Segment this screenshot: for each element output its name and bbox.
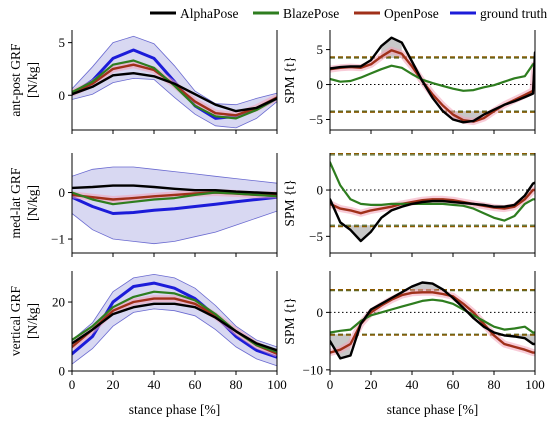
panel-med-lat-grf: −1 0 med-lat GRF [N/kg]: [8, 153, 278, 257]
y-axis-label: SPM {t}: [282, 179, 297, 226]
axes-frame: [329, 30, 536, 131]
plot-area: [330, 153, 535, 243]
x-tick-label: 100: [525, 377, 545, 392]
plot-area: [72, 166, 277, 245]
axes-frame: [329, 153, 536, 254]
y-tick-label: −5: [309, 229, 323, 244]
series-line-openpose: [330, 188, 535, 215]
y-axis-label: ant-post GRF: [8, 43, 23, 117]
series-line-ground-truth: [72, 195, 277, 215]
y-axis-label: [N/kg]: [25, 303, 40, 339]
y-tick-label: 20: [52, 295, 65, 310]
plot-area: [72, 273, 277, 367]
x-tick-label: 60: [447, 377, 460, 392]
legend-label-ground-truth: ground truth: [480, 6, 547, 21]
legend-label-blazepose: BlazePose: [283, 6, 339, 21]
legend-label-alphapose: AlphaPose: [180, 6, 239, 21]
y-tick-label: 0: [317, 305, 324, 320]
series-line-openpose: [330, 49, 535, 123]
legend-label-openpose: OpenPose: [384, 6, 439, 21]
x-tick-label: 0: [69, 377, 76, 392]
series-line-alphapose: [72, 302, 277, 352]
x-tick-label: 80: [230, 377, 243, 392]
panel-ant-post-spm: −5 0 5 SPM {t}: [282, 30, 536, 134]
x-tick-label: 20: [107, 377, 120, 392]
x-tick-label: 40: [406, 377, 419, 392]
series-line-blazepose: [72, 191, 277, 206]
series-line-blazepose: [330, 62, 535, 92]
ground-truth-band: [72, 166, 277, 245]
y-axis-label: med-lat GRF: [8, 167, 23, 238]
significance-fill: [350, 225, 371, 241]
axes-frame: [71, 153, 278, 254]
y-tick-label: 0: [59, 364, 66, 379]
y-tick-label: 0: [59, 88, 66, 103]
y-tick-label: 5: [317, 42, 324, 57]
series-line-alphapose: [330, 181, 535, 243]
x-axis-label: stance phase [%]: [387, 402, 478, 417]
x-tick-label: 80: [488, 377, 501, 392]
y-tick-label: −1: [51, 232, 65, 247]
y-axis-label: SPM {t}: [282, 56, 297, 103]
y-tick-label: 0: [317, 77, 324, 92]
y-axis-label: SPM {t}: [282, 297, 297, 344]
axes-frame: [71, 271, 278, 372]
series-line-alphapose: [330, 281, 535, 360]
x-tick-label: 40: [148, 377, 161, 392]
panel-vertical-spm: 0 20 40 60 80 100 −10 0 SPM {t} stance phase [%]: [282, 271, 545, 417]
panel-ant-post-grf: 0 5 ant-post GRF [N/kg]: [8, 30, 278, 134]
x-tick-label: 20: [365, 377, 378, 392]
y-axis-label: vertical GRF: [8, 285, 23, 356]
axes-frame: [71, 30, 278, 131]
ground-truth-band: [72, 273, 277, 367]
series-halo-openpose: [330, 46, 535, 126]
panel-med-lat-spm: −5 0 SPM {t}: [282, 153, 536, 257]
series-line-alphapose: [72, 184, 277, 195]
x-axis-label: stance phase [%]: [129, 402, 220, 417]
x-tick-label: 100: [267, 377, 287, 392]
series-line-blazepose: [72, 59, 277, 120]
panel-vertical-grf: 0 20 40 60 80 100 0 20 vertical GRF [N/kg] stance …: [8, 271, 287, 417]
x-tick-label: 0: [327, 377, 334, 392]
significance-fill: [381, 37, 535, 58]
y-tick-label: 5: [59, 35, 66, 50]
y-tick-label: 0: [317, 183, 324, 198]
y-axis-label: [N/kg]: [25, 185, 40, 221]
series-line-alphapose: [330, 36, 535, 124]
series-line-alphapose: [72, 72, 277, 113]
plot-area: [330, 281, 535, 360]
y-axis-label: [N/kg]: [25, 62, 40, 98]
plot-area: [330, 36, 535, 126]
y-tick-label: 0: [59, 185, 66, 200]
series-line-blazepose: [330, 161, 535, 222]
legend: AlphaPose BlazePose OpenPose ground truth: [150, 6, 547, 21]
y-tick-label: −5: [309, 112, 323, 127]
x-tick-label: 60: [189, 377, 202, 392]
axes-frame: [329, 271, 536, 372]
plot-area: [72, 35, 277, 129]
y-tick-label: −10: [303, 362, 323, 377]
